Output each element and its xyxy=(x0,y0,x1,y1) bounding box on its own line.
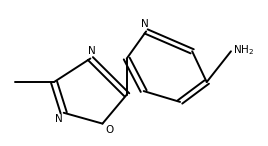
Text: N: N xyxy=(141,19,149,29)
Text: N: N xyxy=(55,114,62,124)
Text: N: N xyxy=(88,46,95,56)
Text: O: O xyxy=(105,125,113,135)
Text: NH$_2$: NH$_2$ xyxy=(233,44,254,57)
